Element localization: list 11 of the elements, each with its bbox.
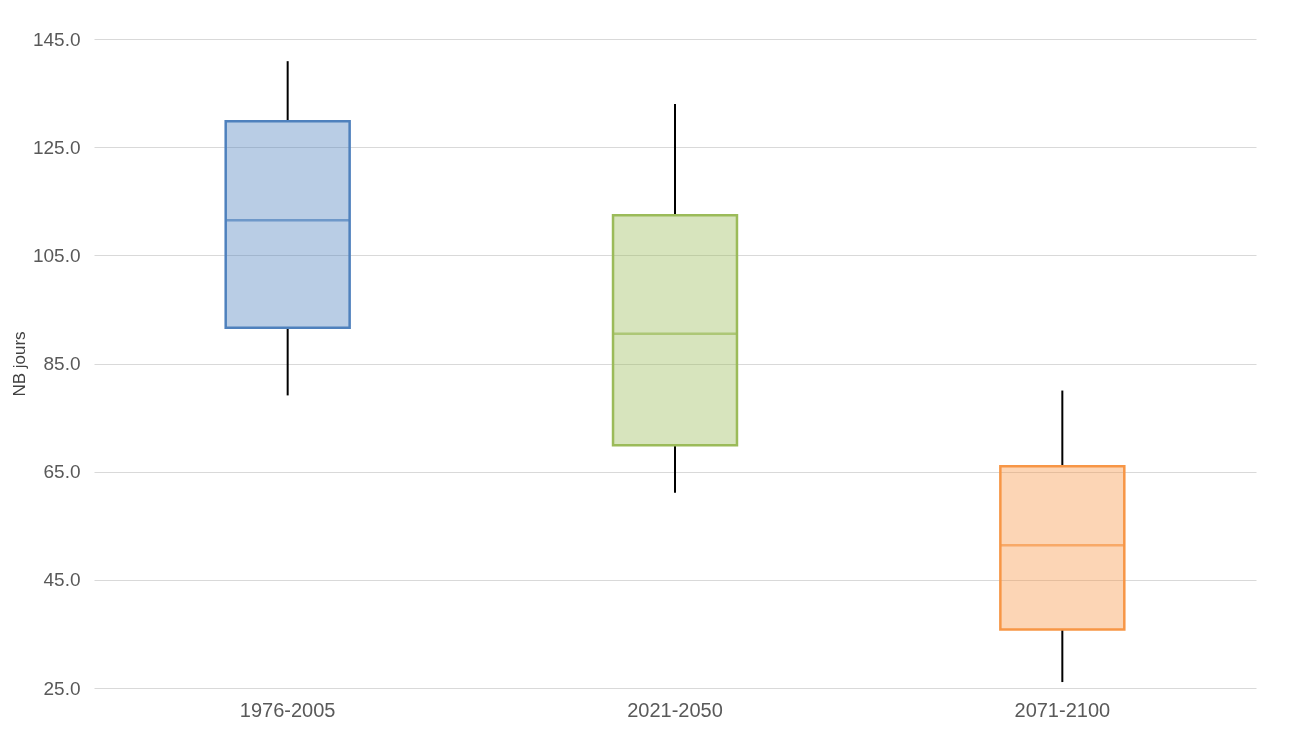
y-tick-label: 65.0 [43, 461, 81, 483]
y-tick-label: 25.0 [43, 677, 81, 699]
y-tick-label: 45.0 [43, 569, 81, 591]
x-tick-label: 1976-2005 [239, 698, 336, 721]
y-tick-label: 85.0 [43, 353, 81, 374]
y-tick-label: 125.0 [32, 136, 81, 158]
y-tick-label: 145.0 [32, 28, 81, 50]
y-axis-title: NB jours [9, 331, 29, 397]
x-tick-label: 2071-2100 [1014, 698, 1111, 721]
y-tick-label: 105.0 [32, 244, 81, 266]
x-tick-label: 2021-2050 [627, 698, 723, 721]
